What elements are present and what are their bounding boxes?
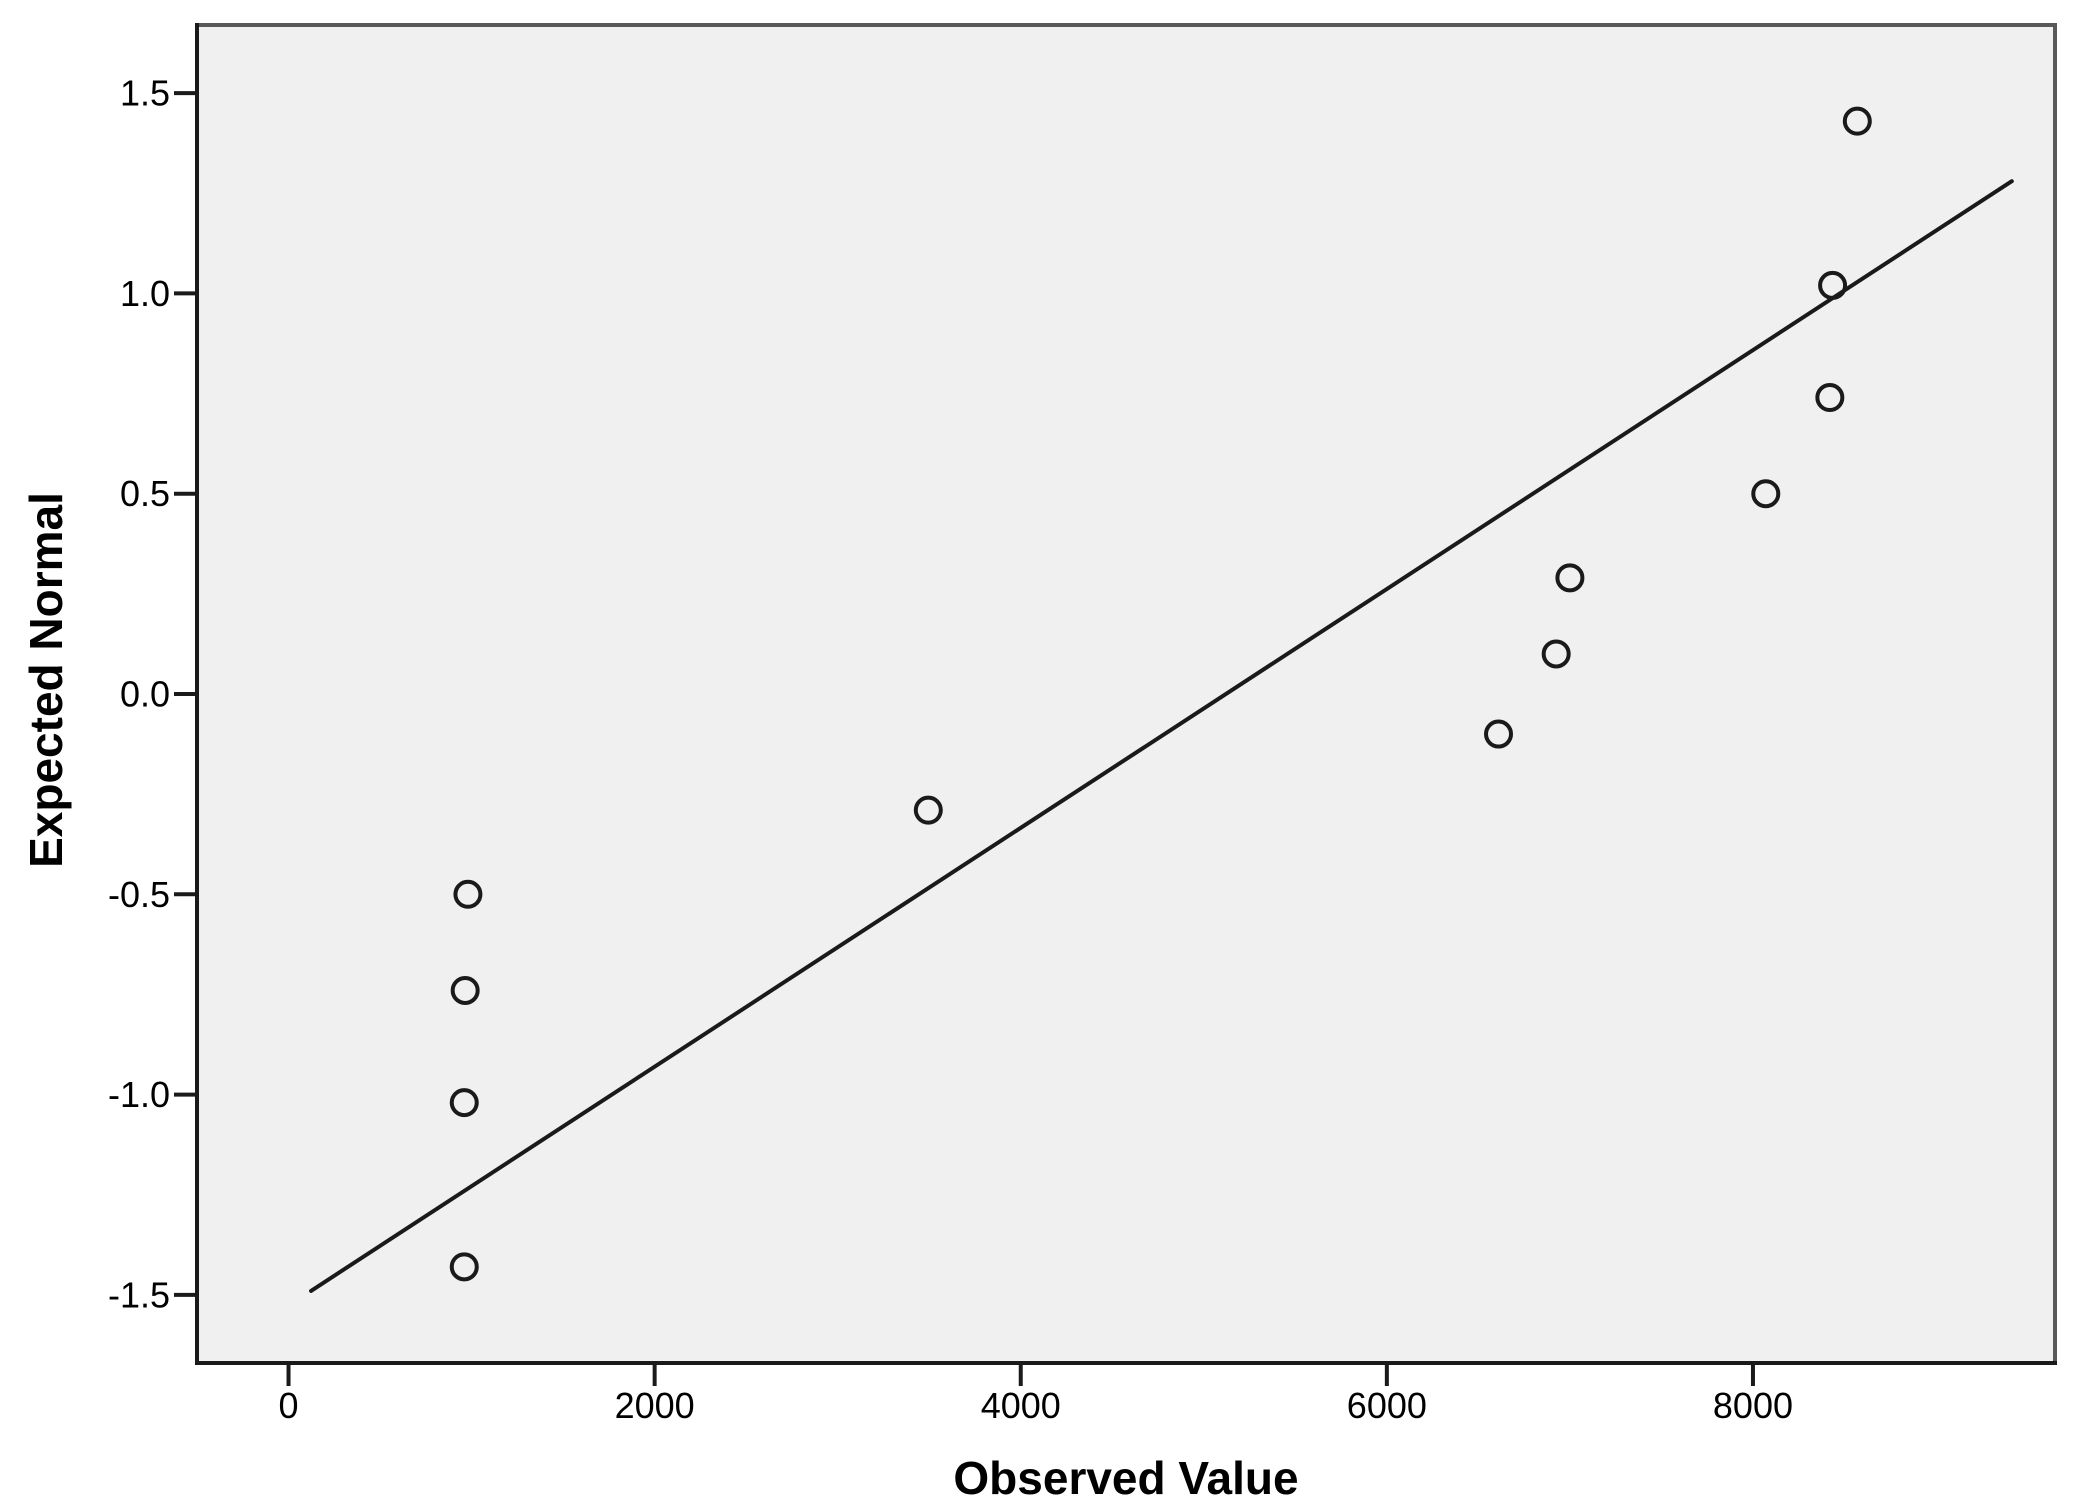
- data-point: [453, 879, 483, 909]
- y-tick-label: 1.5: [120, 73, 170, 114]
- y-axis-title: Expected Normal: [20, 492, 72, 868]
- x-tick-label: 6000: [1347, 1385, 1427, 1426]
- x-axis-ticks: 0 2000 4000 6000 8000: [279, 1363, 1793, 1426]
- data-point: [1815, 383, 1845, 413]
- y-tick-label: 0.0: [120, 674, 170, 715]
- data-point: [450, 975, 480, 1005]
- data-point: [449, 1088, 479, 1118]
- data-point: [1541, 639, 1571, 669]
- y-tick-label: 1.0: [120, 273, 170, 314]
- plot-frame: [195, 23, 2057, 1365]
- y-tick-label: -1.5: [108, 1274, 170, 1315]
- reference-line: [309, 179, 2014, 1293]
- data-point: [1842, 106, 1872, 136]
- data-point: [1484, 719, 1514, 749]
- x-tick-label: 8000: [1713, 1385, 1793, 1426]
- y-axis-ticks: 1.5 1.0 0.5 0.0 -0.5 -1.0 -1.5: [108, 73, 197, 1315]
- y-tick-label: -1.0: [108, 1074, 170, 1115]
- data-points: [449, 106, 1872, 1282]
- y-tick-label: -0.5: [108, 874, 170, 915]
- x-tick-label: 2000: [615, 1385, 695, 1426]
- plot-area: [197, 25, 2055, 1363]
- data-point: [913, 795, 943, 825]
- x-tick-label: 0: [279, 1385, 299, 1426]
- data-point: [1751, 479, 1781, 509]
- data-point: [449, 1252, 479, 1282]
- data-point: [1818, 270, 1848, 300]
- data-point: [1555, 563, 1585, 593]
- y-tick-label: 0.5: [120, 473, 170, 514]
- x-tick-label: 4000: [981, 1385, 1061, 1426]
- x-axis-title: Observed Value: [953, 1452, 1298, 1504]
